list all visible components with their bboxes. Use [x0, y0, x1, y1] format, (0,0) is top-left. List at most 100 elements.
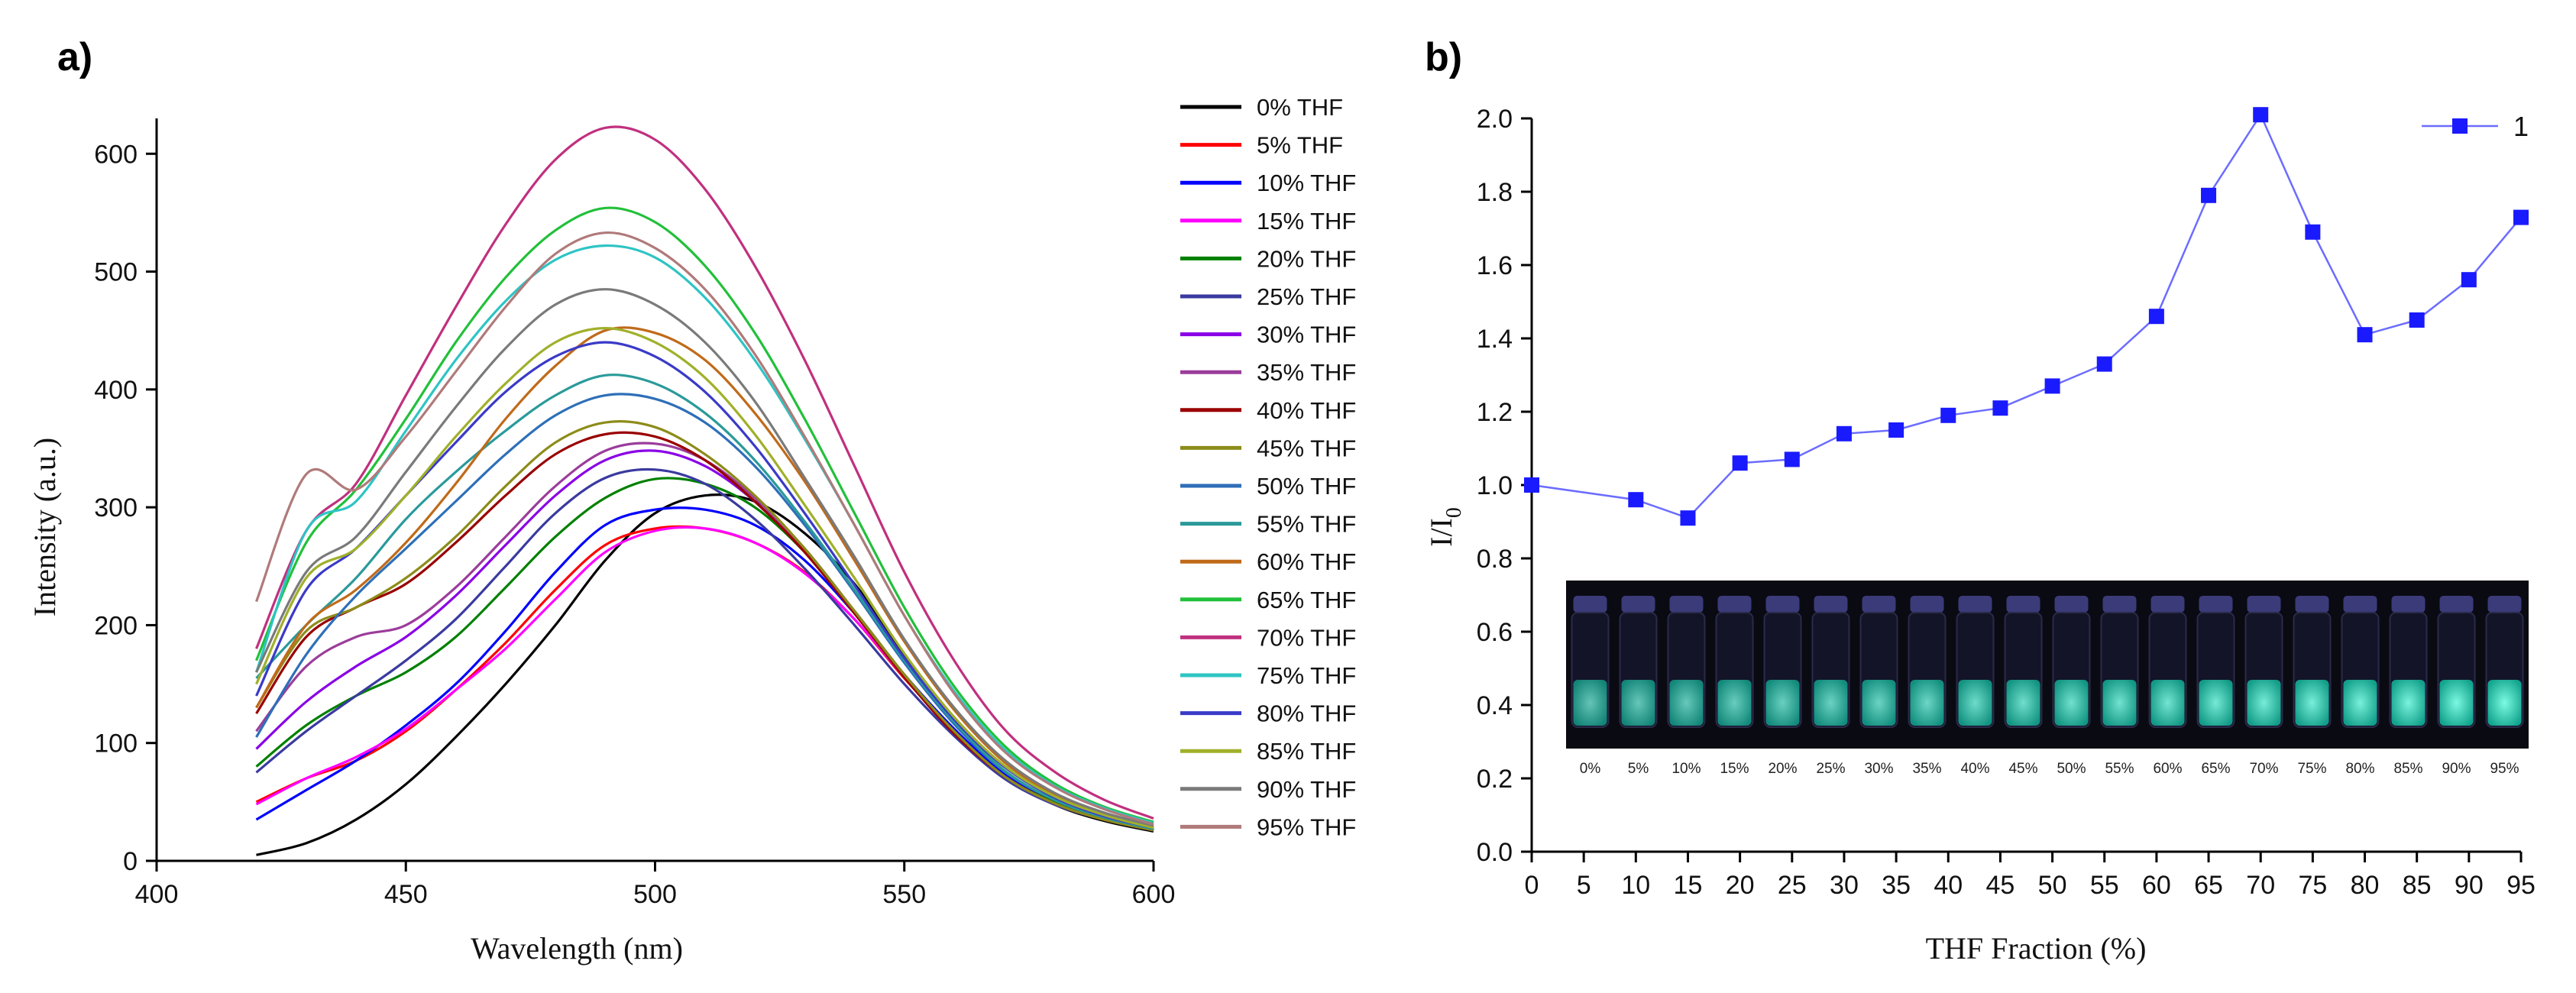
legend-label-12: 60% THF	[1257, 548, 1356, 575]
vial-cap-8	[1958, 596, 1992, 613]
data-point-7	[1940, 407, 1956, 423]
x-tick-label: 75	[2298, 871, 2327, 900]
vial-liquid-13	[2199, 680, 2233, 726]
x-tick-label: 550	[882, 880, 926, 909]
legend-label-10: 50% THF	[1257, 473, 1356, 500]
vial-liquid-8	[1958, 680, 1992, 726]
x-tick-label: 55	[2090, 871, 2119, 900]
y-tick-label: 600	[94, 140, 138, 169]
vial-cap-18	[2439, 596, 2474, 613]
vial-cap-6	[1862, 596, 1896, 613]
legend-label-6: 30% THF	[1257, 322, 1356, 348]
series-line-17	[255, 326, 1154, 830]
panel-b-series	[1524, 107, 2529, 526]
legend-label-14: 70% THF	[1257, 624, 1356, 651]
y-tick-label: 0.2	[1477, 765, 1513, 794]
vial-liquid-18	[2439, 680, 2474, 726]
vial-liquid-0	[1573, 680, 1607, 726]
panel-b: b) 0% 5% 10% 15% 20% 25% 30% 35% 40% 45% 50% 55% 60%…	[1424, 35, 2536, 966]
data-point-14	[2305, 224, 2321, 240]
vial-cap-13	[2199, 596, 2233, 613]
legend-label-8: 40% THF	[1257, 397, 1356, 424]
vial-label-11: 55%	[2105, 761, 2134, 777]
vial-liquid-4	[1765, 680, 1800, 726]
legend-label-15: 75% THF	[1257, 662, 1356, 689]
series-line-19	[255, 231, 1154, 826]
data-point-6	[1888, 422, 1904, 438]
x-tick-label: 400	[135, 880, 179, 909]
y-axis-title: I/I0	[1424, 507, 1466, 547]
vial-cap-10	[2054, 596, 2089, 613]
vial-label-8: 40%	[1960, 761, 1989, 777]
vial-label-13: 65%	[2201, 761, 2230, 777]
vial-liquid-11	[2102, 680, 2137, 726]
y-tick-label: 1.6	[1477, 251, 1513, 280]
data-point-12	[2201, 187, 2217, 203]
vial-label-15: 75%	[2297, 761, 2326, 777]
vial-cap-12	[2150, 596, 2185, 613]
x-tick-label: 30	[1830, 871, 1859, 900]
y-tick-label: 0.0	[1477, 838, 1513, 867]
y-tick-label: 500	[94, 258, 138, 287]
vial-photo-inset: 0% 5% 10% 15% 20% 25% 30% 35% 40% 45% 50% 55% 60% 65%…	[1566, 581, 2529, 777]
vial-liquid-6	[1862, 680, 1896, 726]
y-tick-label: 1.4	[1477, 325, 1513, 354]
data-point-11	[2148, 309, 2164, 325]
y-tick-label: 0	[123, 847, 138, 876]
vial-label-19: 95%	[2490, 761, 2519, 777]
vial-cap-19	[2487, 596, 2522, 613]
vial-cap-1	[1621, 596, 1655, 613]
legend-label-1: 5% THF	[1257, 132, 1343, 159]
vial-liquid-5	[1814, 680, 1848, 726]
series-line-11	[255, 374, 1154, 830]
legend-label-19: 95% THF	[1257, 813, 1356, 840]
vial-label-9: 45%	[2008, 761, 2037, 777]
x-tick-label: 450	[384, 880, 428, 909]
vial-cap-0	[1573, 596, 1607, 613]
data-point-10	[2096, 356, 2112, 372]
vial-label-6: 30%	[1864, 761, 1893, 777]
vial-label-0: 0%	[1580, 761, 1601, 777]
x-axis-title: THF Fraction (%)	[1926, 931, 2147, 966]
legend-label-3: 15% THF	[1257, 208, 1356, 235]
data-point-8	[1992, 400, 2008, 416]
x-tick-label: 500	[633, 880, 677, 909]
panel-b-legend: 1	[2422, 111, 2529, 142]
x-tick-label: 95	[2506, 871, 2536, 900]
vial-cap-14	[2247, 596, 2281, 613]
x-tick-label: 65	[2194, 871, 2223, 900]
vial-label-12: 60%	[2153, 761, 2182, 777]
y-tick-label: 0.4	[1477, 691, 1513, 720]
vial-cap-15	[2295, 596, 2329, 613]
data-point-3	[1732, 455, 1748, 471]
vial-label-3: 15%	[1720, 761, 1749, 777]
series-line-13	[255, 206, 1154, 823]
vial-liquid-14	[2247, 680, 2281, 726]
series-line-0	[256, 493, 1154, 856]
vial-liquid-19	[2487, 680, 2522, 726]
x-tick-label: 35	[1882, 871, 1911, 900]
vial-label-2: 10%	[1671, 761, 1701, 777]
series-line-18	[255, 288, 1154, 827]
legend-label-16: 80% THF	[1257, 700, 1356, 727]
vial-label-4: 20%	[1768, 761, 1797, 777]
data-point-2	[1680, 510, 1696, 526]
x-tick-label: 90	[2455, 871, 2484, 900]
vial-liquid-15	[2295, 680, 2329, 726]
series-line-2	[255, 506, 1154, 830]
vial-cap-17	[2391, 596, 2426, 613]
y-tick-label: 100	[94, 729, 138, 758]
x-tick-label: 50	[2038, 871, 2067, 900]
y-tick-label: 1.8	[1477, 178, 1513, 207]
vial-cap-3	[1717, 596, 1752, 613]
vial-label-10: 50%	[2057, 761, 2086, 777]
x-tick-label: 45	[1986, 871, 2015, 900]
vial-cap-4	[1765, 596, 1800, 613]
data-point-0	[1524, 477, 1539, 493]
vial-liquid-9	[2006, 680, 2040, 726]
x-tick-label: 70	[2246, 871, 2275, 900]
vial-label-18: 90%	[2442, 761, 2471, 777]
vial-liquid-3	[1717, 680, 1752, 726]
legend-swatch-marker	[2452, 118, 2468, 134]
vial-liquid-16	[2343, 680, 2377, 726]
